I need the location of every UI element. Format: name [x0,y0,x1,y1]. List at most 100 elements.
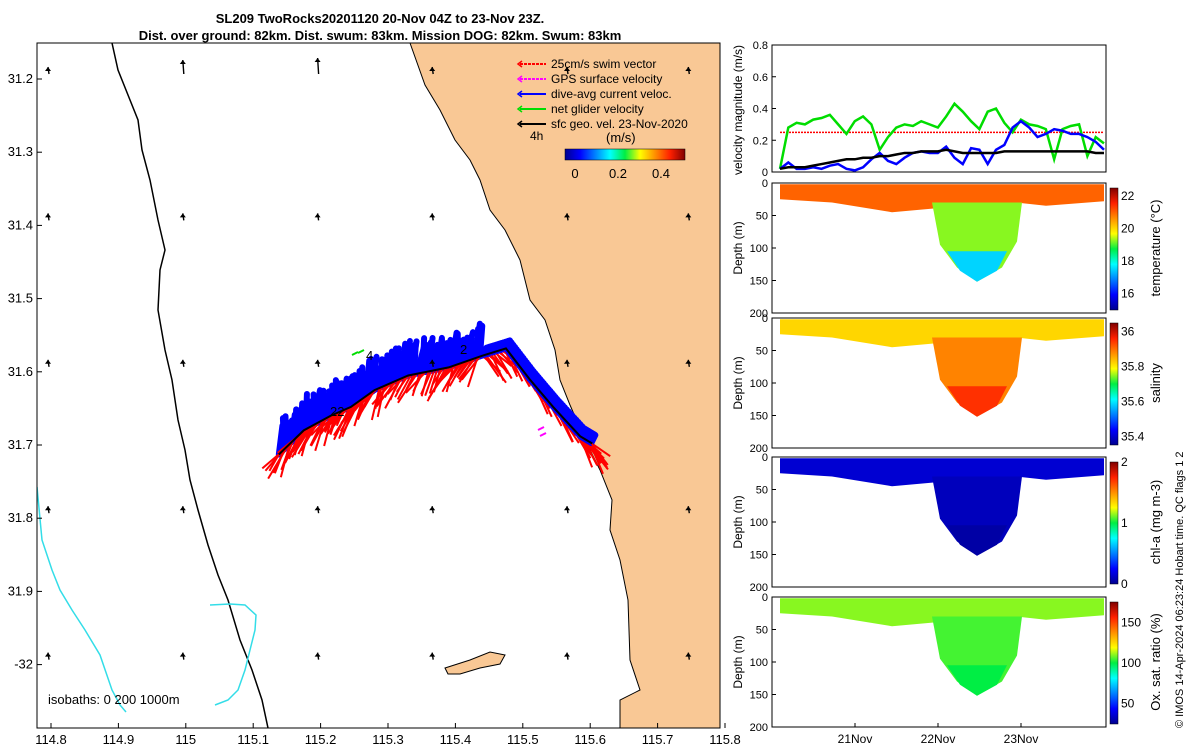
map-x-tick-label: 115.7 [642,732,674,747]
swim-vector [371,382,393,406]
time-axis: 21Nov 22Nov 23Nov [838,723,1039,746]
geo-arrowhead [314,359,321,364]
map-x-tick-label: 115.1 [237,732,269,747]
swim-vector [431,368,444,385]
map-y-tick-label: 31.5 [8,291,33,306]
section-y-tick-label: 50 [756,211,768,223]
swim-vector [449,362,462,381]
legend-label: dive-avg current veloc. [551,87,672,101]
geo-arrowhead [563,652,570,657]
section-colorbar-tick: 150 [1121,615,1141,629]
geo-arrowhead [429,652,436,657]
geo-velocity-arrows [45,57,692,660]
legend-label: net glider velocity [551,102,644,116]
velocity-y-tick-label: 0.6 [753,72,768,84]
section-surface-band [780,458,1104,487]
swim-vector [396,374,412,400]
section-colorbar-tick: 1 [1121,516,1128,530]
chart-title: SL209 TwoRocks20201120 20-Nov 04Z to 23-… [215,11,545,26]
map-y-tick-label: 31.6 [8,364,33,379]
geo-arrowhead [314,506,321,511]
map-y-tick-label: 31.7 [8,437,33,452]
geo-arrowhead [429,213,436,218]
track-label-2: 2 [460,342,467,357]
geo-arrowhead [45,213,51,218]
section-y-tick-label: 150 [750,411,768,423]
section-y-tick-label: 150 [750,276,768,288]
colorbar-tick: 0.4 [652,166,670,181]
section-ylabel: Depth (m) [731,635,745,688]
map-axis-ticks: 114.8 114.9 115 115.1 115.2 115.3 115.4 115.5 11… [8,71,741,747]
section-colorbar-tick: 16 [1121,287,1135,301]
section-trough-deep [947,665,1007,696]
geo-arrowhead [429,506,436,511]
track-label-22: 22 [330,404,344,419]
geo-arrowhead [685,652,692,657]
geo-arrowhead [429,67,436,71]
chart-subtitle: Dist. over ground: 82km. Dist. swum: 83k… [138,28,622,43]
geo-arrowhead [563,506,570,511]
swim-vector [491,351,509,375]
geo-arrowhead [179,652,186,657]
swim-vector [420,370,433,395]
section-trough-deep [947,525,1007,556]
geo-arrowhead [179,60,186,64]
swim-vector [461,355,481,381]
map-x-tick-label: 115.8 [709,732,741,747]
swim-vector [370,387,381,421]
map-x-tick-label: 115.6 [574,732,606,747]
section-colorbar-tick: 36 [1121,325,1135,339]
section-ylabel: Depth (m) [731,356,745,409]
section-colorbar-tick: 35.8 [1121,360,1145,374]
section-colorbar-tick: 35.4 [1121,429,1145,443]
land-mass [410,43,720,728]
velocity-panel: 0 0.2 0.4 0.6 0.8 velocity magnitude (m/s) [731,40,1107,179]
section-y-tick-label: 200 [750,443,768,455]
section-y-tick-label: 100 [750,243,768,255]
geo-arrowhead [563,67,570,71]
section-ylabel: Depth (m) [731,495,745,548]
section-panel-salinity: 0 50 100 150 200 Depth (m) 35.4 35.6 35.8 36 salin… [731,313,1163,455]
map-y-tick-label: -32 [14,657,33,672]
section-y-tick-label: 0 [762,452,768,464]
velocity-ylabel: velocity magnitude (m/s) [731,45,745,175]
time-tick-label: 21Nov [838,732,873,746]
time-tick-label: 22Nov [921,732,956,746]
swim-vector [284,433,302,464]
section-y-tick-label: 100 [750,657,768,669]
isobath-200m [111,43,269,728]
swim-vector [457,357,476,380]
time-tick-label: 23Nov [1004,732,1039,746]
section-colorbar-tick: 22 [1121,189,1135,203]
dive-avg-vector [443,340,452,371]
swim-vector [359,388,378,405]
section-colorbar-label: salinity [1148,363,1163,403]
colorbar-tick: 0 [571,166,578,181]
section-colorbar-label: chl-a (mg m-3) [1148,480,1163,565]
geo-arrowhead [45,652,51,657]
map-x-tick-label: 114.9 [103,732,135,747]
isobaths-label: isobaths: 0 200 1000m [48,692,180,707]
section-panel-oxygen: 0 50 100 150 200 Depth (m) 50 100 150 Ox. sat. ra… [731,592,1163,734]
section-colorbar-tick: 20 [1121,222,1135,236]
swim-vector [310,416,330,437]
velocity-y-tick-label: 0.8 [753,40,768,52]
velocity-series-line [778,101,1105,170]
section-y-tick-label: 200 [750,582,768,594]
swim-vector [435,364,457,386]
net-velocity-vector [357,349,365,354]
section-colorbar [1109,601,1119,725]
section-y-tick-label: 0 [762,313,768,325]
swim-vector [328,407,349,426]
swim-vector [386,376,405,395]
geo-arrowhead [429,359,436,364]
map-y-tick-label: 31.9 [8,583,33,598]
swim-vector [397,373,418,404]
geo-arrowhead [45,506,51,511]
net-velocity-vector [351,351,359,356]
map-x-tick-label: 115.5 [507,732,539,747]
swim-vector [588,441,604,475]
legend-arrowhead [516,105,523,113]
swim-vector [453,360,467,378]
